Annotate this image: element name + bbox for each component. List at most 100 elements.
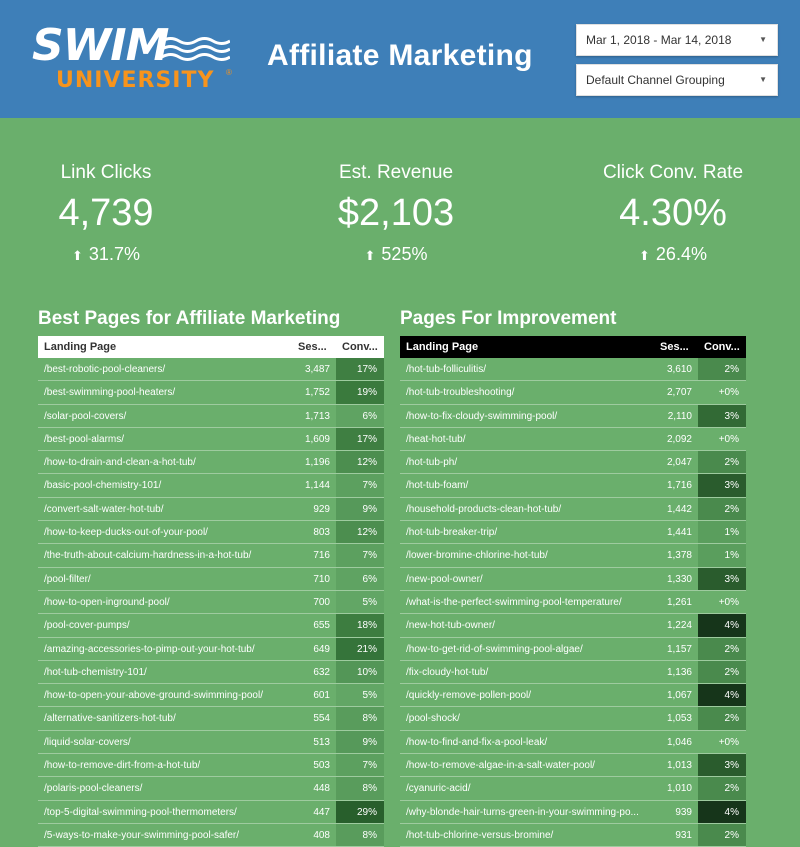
table-row[interactable]: /hot-tub-chemistry-101/632 10% (38, 660, 384, 685)
table-row[interactable]: /quickly-remove-pollen-pool/1,067 4% (400, 684, 746, 708)
sessions-cell: 3,610 (666, 364, 692, 375)
swim-university-logo[interactable]: SWIM UNIVERSITY ® (30, 22, 235, 98)
sessions-cell: 1,330 (666, 573, 692, 585)
table-row[interactable]: /cyanuric-acid/1,010 2% (400, 777, 746, 801)
conversion-cell: 2% (698, 707, 746, 730)
conversion-cell: 7% (336, 474, 384, 497)
table-row[interactable]: /how-to-fix-cloudy-swimming-pool/2,110 3% (400, 404, 746, 428)
table-row[interactable]: /best-pool-alarms/1,609 17% (38, 427, 384, 452)
table-row[interactable]: /how-to-get-rid-of-swimming-pool-algae/1… (400, 637, 746, 661)
landing-page-cell: /how-to-drain-and-clean-a-hot-tub/ (44, 457, 196, 469)
col-header-conversion[interactable]: Conv... (704, 341, 740, 353)
improve-pages-table: Landing Page Ses... Conv... /hot-tub-fol… (400, 336, 746, 847)
col-header-landing-page[interactable]: Landing Page (44, 341, 117, 353)
table-row[interactable]: /pool-cover-pumps/655 18% (38, 614, 384, 638)
table-row[interactable]: /pool-filter/710 6% (38, 567, 384, 591)
col-header-landing-page[interactable]: Landing Page (406, 341, 479, 353)
table-row[interactable]: /how-to-find-and-fix-a-pool-leak/1,046 +0… (400, 730, 746, 755)
table-row[interactable]: /hot-tub-chlorine-versus-bromine/931 2% (400, 823, 746, 847)
conversion-cell: 3% (698, 754, 746, 777)
landing-page-cell: /what-is-the-perfect-swimming-pool-tempe… (406, 596, 622, 608)
conversion-cell: 2% (698, 777, 746, 800)
sessions-cell: 1,013 (666, 760, 692, 772)
landing-page-cell: /cyanuric-acid/ (406, 783, 471, 795)
table-row[interactable]: /new-pool-owner/1,330 3% (400, 567, 746, 591)
best-pages-title: Best Pages for Affiliate Marketing (38, 308, 341, 329)
table-row[interactable]: /how-to-open-your-above-ground-swimming-… (38, 684, 384, 708)
landing-page-cell: /new-hot-tub-owner/ (406, 620, 495, 632)
table-row[interactable]: /new-hot-tub-owner/1,224 4% (400, 614, 746, 638)
conversion-cell: 4% (698, 614, 746, 637)
table-row[interactable]: /how-to-remove-dirt-from-a-hot-tub/503 7% (38, 754, 384, 778)
table-row[interactable]: /how-to-open-inground-pool/700 5% (38, 590, 384, 615)
kpi-click-conv-rate: Click Conv. Rate 4.30% ⬆ 26.4% (553, 160, 793, 268)
sessions-cell: 1,157 (666, 643, 692, 655)
conversion-cell: 17% (336, 358, 384, 381)
table-row[interactable]: /liquid-solar-covers/513 9% (38, 730, 384, 755)
table-row[interactable]: /pool-shock/1,053 2% (400, 707, 746, 731)
page-title: Affiliate Marketing (267, 39, 533, 72)
table-row[interactable]: /alternative-sanitizers-hot-tub/554 8% (38, 707, 384, 731)
table-row[interactable]: /hot-tub-folliculitis/3,610 2% (400, 358, 746, 382)
sessions-cell: 1,053 (666, 713, 692, 725)
table-row[interactable]: /lower-bromine-chlorine-hot-tub/1,378 1% (400, 544, 746, 568)
table-row[interactable]: /fix-cloudy-hot-tub/1,136 2% (400, 660, 746, 685)
table-row[interactable]: /how-to-keep-ducks-out-of-your-pool/803 1… (38, 521, 384, 545)
conversion-cell: 19% (336, 381, 384, 404)
kpi-label: Link Clicks (60, 162, 152, 183)
landing-page-cell: /best-pool-alarms/ (44, 433, 125, 445)
table-row[interactable]: /solar-pool-covers/1,713 6% (38, 404, 384, 428)
landing-page-cell: /hot-tub-folliculitis/ (406, 364, 487, 375)
table-row[interactable]: /heat-hot-tub/2,092 +0% (400, 427, 746, 452)
conversion-cell: 4% (698, 800, 746, 823)
col-header-conversion[interactable]: Conv... (342, 341, 378, 353)
landing-page-cell: /pool-filter/ (44, 573, 91, 585)
table-row[interactable]: /basic-pool-chemistry-101/1,144 7% (38, 474, 384, 498)
header-bar: SWIM UNIVERSITY ® Affiliate Marketing Ma… (0, 0, 800, 118)
sessions-cell: 939 (675, 806, 692, 818)
table-row[interactable]: /hot-tub-foam/1,716 3% (400, 474, 746, 498)
table-row[interactable]: /how-to-remove-algae-in-a-salt-water-poo… (400, 754, 746, 778)
conversion-cell: 12% (336, 451, 384, 474)
table-row[interactable]: /hot-tub-breaker-trip/1,441 1% (400, 521, 746, 545)
conversion-cell: 3% (698, 474, 746, 497)
table-row[interactable]: /polaris-pool-cleaners/448 8% (38, 777, 384, 801)
sessions-cell: 1,046 (666, 736, 692, 748)
col-header-sessions[interactable]: Ses... (298, 341, 327, 353)
conversion-cell: +0% (698, 590, 746, 614)
sessions-cell: 710 (313, 573, 330, 585)
table-header: Landing Page Ses... Conv... (38, 336, 384, 358)
table-row[interactable]: /household-products-clean-hot-tub/1,442 2… (400, 497, 746, 522)
conversion-cell: 1% (698, 521, 746, 544)
table-row[interactable]: /convert-salt-water-hot-tub/929 9% (38, 497, 384, 522)
date-range-picker[interactable]: Mar 1, 2018 - Mar 14, 2018 ▼ (576, 24, 778, 56)
table-row[interactable]: /best-robotic-pool-cleaners/3,487 17% (38, 358, 384, 382)
conversion-cell: 9% (336, 730, 384, 754)
conversion-cell: 6% (336, 567, 384, 590)
landing-page-cell: /how-to-open-your-above-ground-swimming-… (44, 690, 263, 702)
conversion-cell: 2% (698, 358, 746, 381)
table-row[interactable]: /what-is-the-perfect-swimming-pool-tempe… (400, 590, 746, 615)
conversion-cell: 8% (336, 707, 384, 730)
landing-page-cell: /hot-tub-troubleshooting/ (406, 387, 515, 399)
caret-down-icon: ▼ (759, 35, 767, 44)
sessions-cell: 503 (313, 760, 330, 772)
landing-page-cell: /fix-cloudy-hot-tub/ (406, 666, 489, 678)
landing-page-cell: /how-to-get-rid-of-swimming-pool-algae/ (406, 643, 583, 655)
table-row[interactable]: /hot-tub-troubleshooting/2,707 +0% (400, 381, 746, 405)
table-row[interactable]: /amazing-accessories-to-pimp-out-your-ho… (38, 637, 384, 661)
sessions-cell: 2,110 (667, 410, 692, 422)
table-row[interactable]: /why-blonde-hair-turns-green-in-your-swi… (400, 800, 746, 824)
landing-page-cell: /hot-tub-breaker-trip/ (406, 527, 498, 539)
landing-page-cell: /basic-pool-chemistry-101/ (44, 480, 162, 492)
table-row[interactable]: /how-to-drain-and-clean-a-hot-tub/1,196 1… (38, 451, 384, 475)
col-header-sessions[interactable]: Ses... (660, 341, 689, 353)
table-row[interactable]: /hot-tub-ph/2,047 2% (400, 451, 746, 475)
channel-grouping-dropdown[interactable]: Default Channel Grouping ▼ (576, 64, 778, 96)
caret-down-icon: ▼ (759, 75, 767, 84)
table-row[interactable]: /5-ways-to-make-your-swimming-pool-safer… (38, 823, 384, 847)
table-row[interactable]: /top-5-digital-swimming-pool-thermometer… (38, 800, 384, 824)
conversion-cell: 7% (336, 544, 384, 567)
table-row[interactable]: /best-swimming-pool-heaters/1,752 19% (38, 381, 384, 405)
table-row[interactable]: /the-truth-about-calcium-hardness-in-a-h… (38, 544, 384, 568)
